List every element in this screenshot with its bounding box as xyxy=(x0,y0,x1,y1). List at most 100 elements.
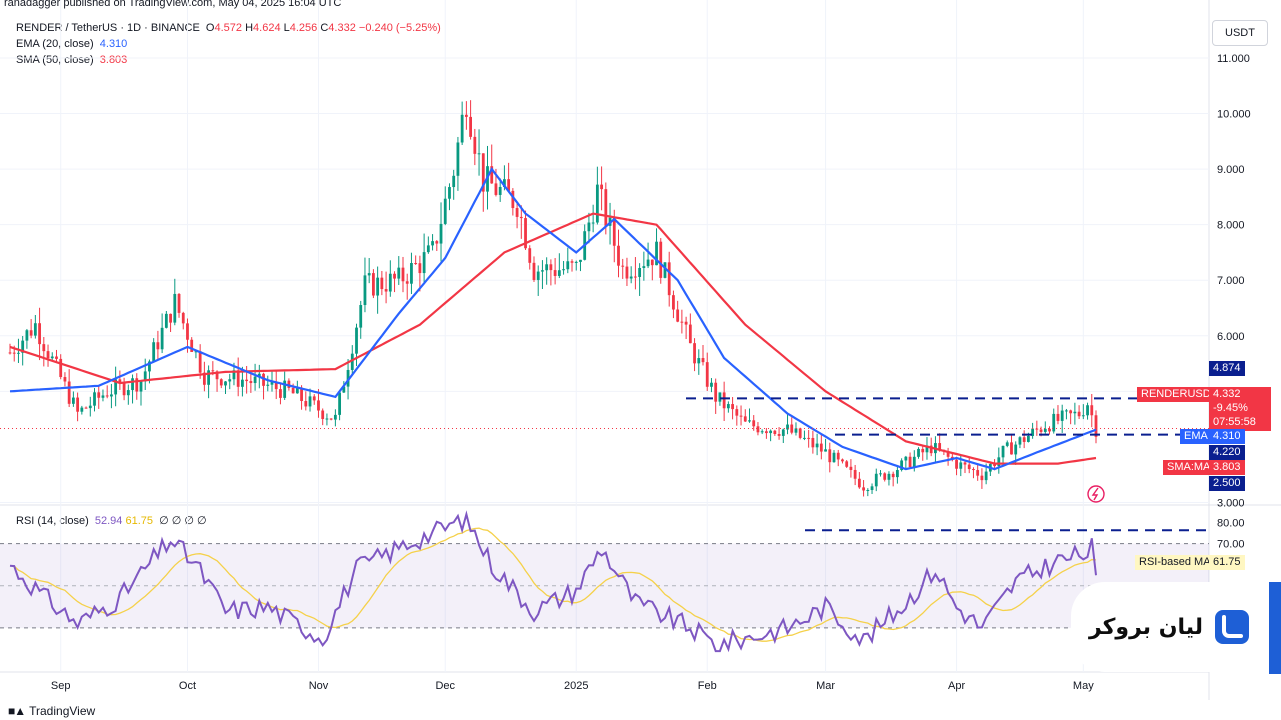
candle-body xyxy=(697,358,701,364)
candle-body xyxy=(173,293,177,323)
candle-body xyxy=(756,426,760,433)
candle-body xyxy=(232,370,236,380)
candle-body xyxy=(562,269,565,271)
candle-body xyxy=(528,248,532,263)
candle-body xyxy=(224,381,227,386)
candle-body xyxy=(938,443,942,450)
candle-body xyxy=(329,418,333,420)
candle-body xyxy=(325,418,329,420)
candle-body xyxy=(110,394,113,397)
candle-body xyxy=(300,387,303,402)
candle-body xyxy=(266,384,270,386)
candle-body xyxy=(152,342,156,362)
candle-body xyxy=(384,289,388,292)
rsi-line xyxy=(9,510,1097,653)
price-tick-label: 6.000 xyxy=(1217,331,1245,343)
candle-body xyxy=(895,470,899,478)
candle-body xyxy=(524,218,527,249)
candle-body xyxy=(207,370,211,385)
candle-body xyxy=(549,264,553,271)
candle-body xyxy=(1031,428,1035,436)
candle-body xyxy=(803,437,806,439)
time-tick-label: Dec xyxy=(435,680,455,692)
candle-body xyxy=(798,428,802,438)
candle-body xyxy=(101,395,105,398)
broker-name: لیان بروکر xyxy=(1088,614,1203,640)
candle-body xyxy=(574,261,578,263)
candle-body xyxy=(515,208,519,217)
currency-selector[interactable]: USDT xyxy=(1212,20,1268,46)
candle-body xyxy=(405,281,409,284)
candle-body xyxy=(634,276,637,278)
candle-body xyxy=(464,114,468,117)
candle-body xyxy=(342,386,346,393)
candle-body xyxy=(274,381,278,390)
time-tick-label: Nov xyxy=(309,680,329,692)
candle-body xyxy=(672,295,675,310)
candle-body xyxy=(532,262,536,280)
candle-body xyxy=(317,400,320,411)
candle-body xyxy=(959,462,963,469)
candle-body xyxy=(617,245,620,266)
candle-body xyxy=(181,312,185,324)
candle-body xyxy=(621,265,625,267)
candle-body xyxy=(718,392,722,402)
candle-body xyxy=(148,361,151,372)
rsi-tick-label: 70.00 xyxy=(1217,539,1245,551)
candle-body xyxy=(279,389,282,398)
time-tick-label: Sep xyxy=(51,680,71,692)
candle-body xyxy=(1056,413,1060,421)
candle-body xyxy=(536,271,540,280)
time-tick-label: Oct xyxy=(179,680,196,692)
candle-body xyxy=(1010,442,1013,455)
tradingview-logo[interactable]: ■▲ TradingView xyxy=(8,704,95,718)
candle-body xyxy=(773,430,777,434)
time-tick-label: May xyxy=(1073,680,1094,692)
bar-countdown: 07:55:58 xyxy=(1213,416,1256,428)
candle-body xyxy=(410,263,413,284)
candle-body xyxy=(553,270,557,276)
candle-body xyxy=(629,276,633,279)
legend-sma-row[interactable]: SMA (50, close) 3.803 xyxy=(16,54,127,66)
legend-rsi-row[interactable]: RSI (14, close) 52.94 61.75 ∅ ∅ ∅ ∅ xyxy=(16,514,207,527)
candle-body xyxy=(955,459,958,469)
candle-body xyxy=(456,142,460,176)
candle-body xyxy=(422,252,426,274)
legend-rsi-ma-value: 61.75 xyxy=(125,515,153,527)
candle-body xyxy=(874,473,878,487)
candle-body xyxy=(372,273,375,296)
candle-body xyxy=(579,259,582,262)
candle-body xyxy=(769,430,773,434)
candle-body xyxy=(841,459,844,462)
candle-body xyxy=(439,223,443,244)
candle-body xyxy=(714,382,718,402)
candle-body xyxy=(63,377,67,382)
candle-body xyxy=(1065,410,1068,412)
candle-body xyxy=(308,396,312,407)
rsi-ma-tag: RSI-based MA xyxy=(1135,555,1215,570)
candle-body xyxy=(667,262,671,296)
price-now-value: 4.332 xyxy=(1213,388,1241,400)
candle-body xyxy=(1077,411,1081,417)
tradingview-mark-icon: ■▲ xyxy=(8,704,26,718)
price-change-pct: -9.45% xyxy=(1213,402,1248,414)
candle-body xyxy=(819,443,823,452)
candle-body xyxy=(904,456,908,461)
candle-body xyxy=(794,428,798,433)
candle-body xyxy=(114,379,118,395)
candle-body xyxy=(921,448,925,453)
candle-body xyxy=(701,358,705,363)
legend-low: 4.256 xyxy=(289,22,318,34)
level-bottom-tag: 2.500 xyxy=(1209,476,1245,491)
candle-body xyxy=(312,396,316,401)
candle-body xyxy=(917,448,920,457)
candle-body xyxy=(726,404,730,409)
publisher-credit: ranadagger published on TradingView.com,… xyxy=(4,0,342,9)
candle-body xyxy=(600,184,603,190)
legend-ema-row[interactable]: EMA (20, close) 4.310 xyxy=(16,38,127,50)
candle-body xyxy=(828,449,832,463)
candle-body xyxy=(355,327,358,354)
candle-body xyxy=(836,452,840,460)
candle-body xyxy=(507,179,511,191)
